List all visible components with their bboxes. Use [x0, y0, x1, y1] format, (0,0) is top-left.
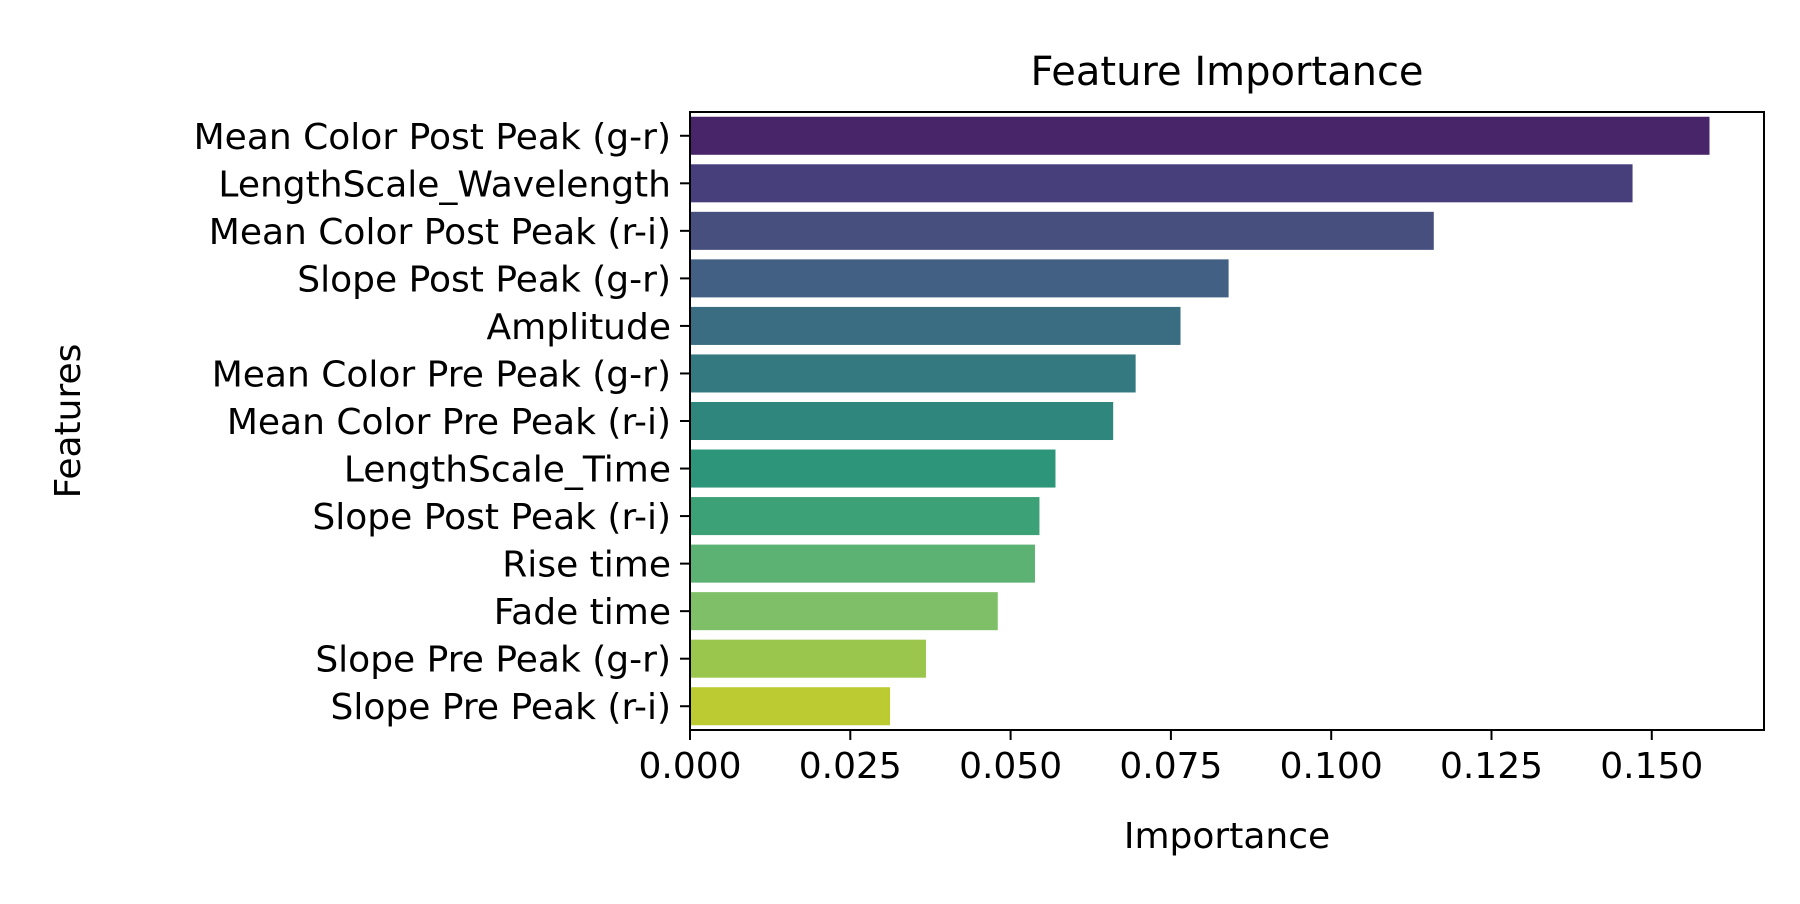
bar: [690, 306, 1181, 345]
y-tick-label: Amplitude: [487, 307, 671, 348]
bar: [690, 164, 1633, 203]
y-tick-label: Mean Color Pre Peak (g-r): [212, 354, 671, 395]
y-tick-label: LengthScale_Wavelength: [218, 164, 671, 205]
x-axis: 0.000 0.025 0.050 0.075 0.100 0.125 0.150: [638, 730, 1703, 787]
bar: [690, 401, 1114, 441]
x-tick-label: 0.025: [799, 746, 902, 787]
y-tick-label: Slope Pre Peak (r-i): [330, 687, 671, 728]
bar: [690, 449, 1056, 488]
x-tick-label: 0.075: [1119, 746, 1222, 787]
x-tick-label: 0.000: [638, 746, 741, 787]
bar: [690, 592, 998, 631]
bar: [690, 116, 1710, 155]
y-axis-label: Features: [48, 344, 89, 499]
bar: [690, 259, 1229, 298]
bar: [690, 639, 926, 678]
chart-title: Feature Importance: [1030, 49, 1423, 95]
bars-group: [690, 116, 1710, 726]
x-tick-label: 0.100: [1280, 746, 1383, 787]
x-tick-label: 0.150: [1600, 746, 1703, 787]
bar: [690, 211, 1434, 250]
y-tick-label: Slope Pre Peak (g-r): [315, 640, 671, 681]
y-tick-label: Mean Color Post Peak (r-i): [209, 212, 671, 253]
y-axis: Mean Color Post Peak (g-r) LengthScale_Wa…: [194, 117, 690, 728]
y-tick-label: Slope Post Peak (g-r): [297, 259, 671, 300]
x-axis-label: Importance: [1124, 816, 1330, 857]
plot-frame: [689, 111, 1765, 731]
y-tick-label: Mean Color Post Peak (g-r): [194, 117, 671, 158]
y-tick-label: Slope Post Peak (r-i): [312, 497, 671, 538]
bar: [690, 354, 1136, 393]
y-tick-label: Fade time: [494, 592, 671, 633]
bar: [690, 687, 891, 726]
x-tick-label: 0.050: [959, 746, 1062, 787]
y-tick-label: LengthScale_Time: [344, 450, 671, 491]
bar: [690, 544, 1035, 583]
y-tick-label: Rise time: [502, 545, 671, 586]
bar: [690, 497, 1040, 536]
y-tick-label: Mean Color Pre Peak (r-i): [227, 402, 671, 443]
x-tick-label: 0.125: [1440, 746, 1543, 787]
